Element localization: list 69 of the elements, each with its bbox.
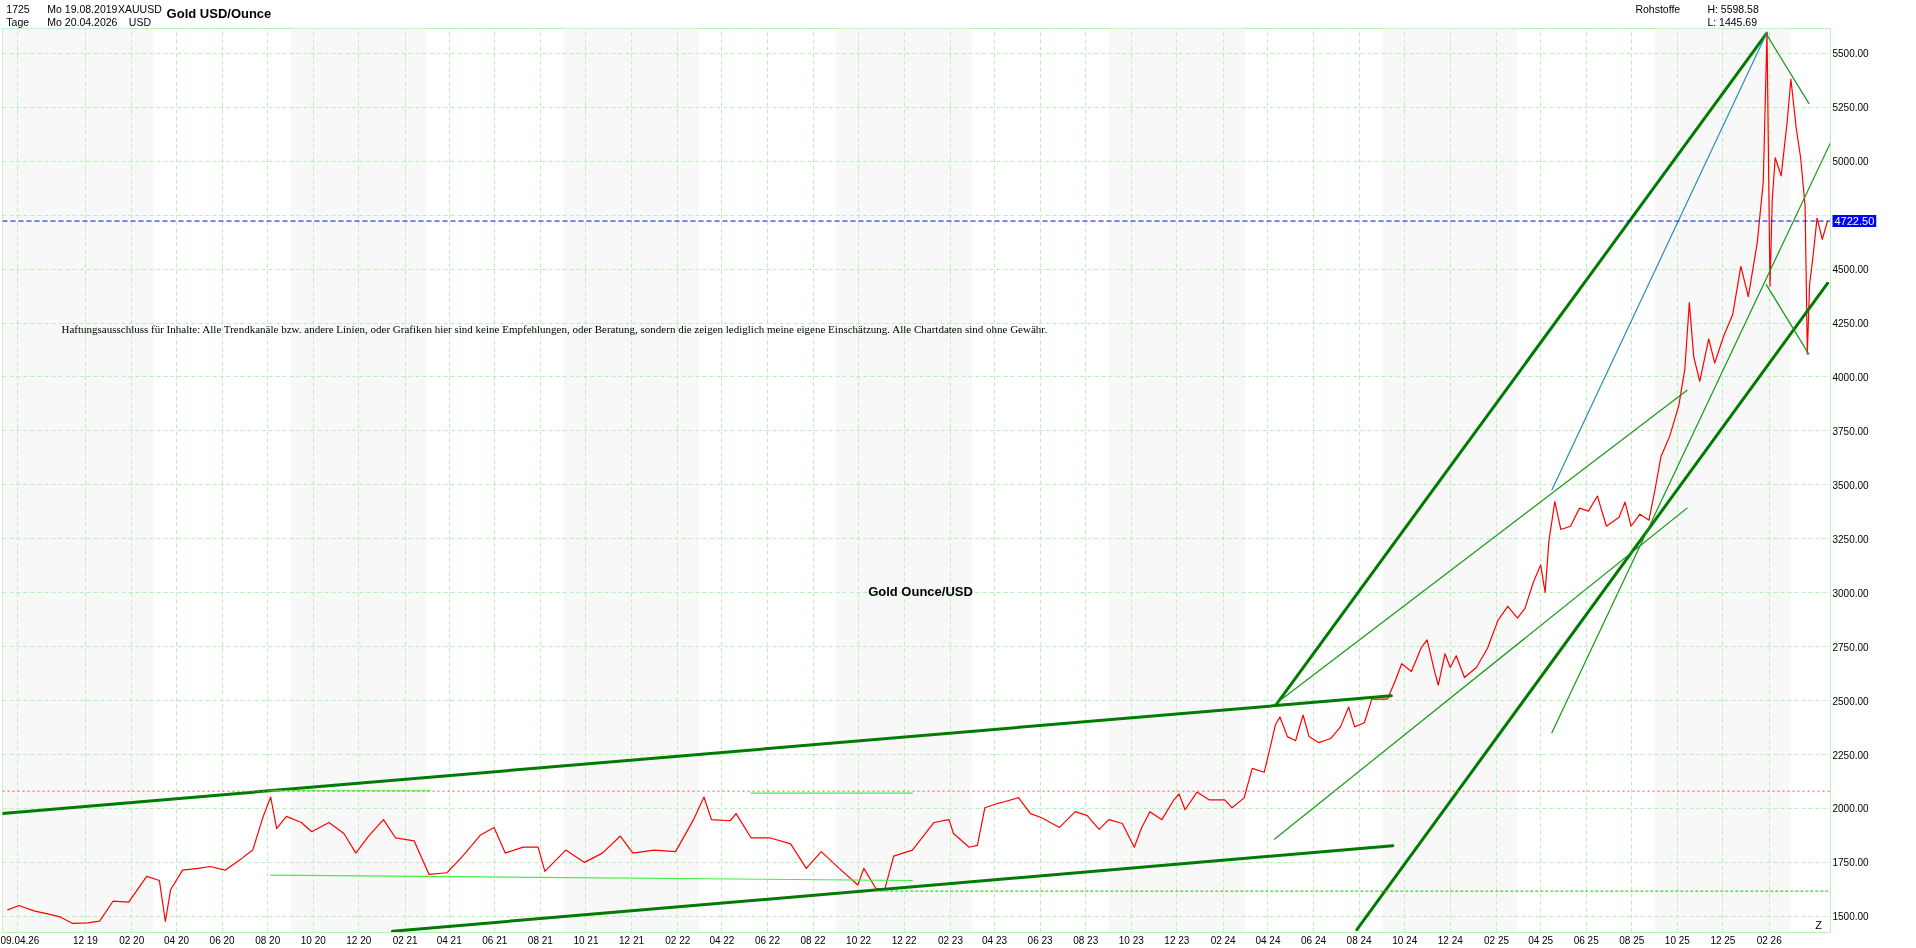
y-tick-label: 3750.00	[1832, 425, 1870, 437]
y-tick-label: 4250.00	[1832, 318, 1870, 329]
x-tick-label: 06 23	[1027, 934, 1054, 946]
x-tick-label: 02 22	[665, 934, 691, 946]
y-tick-label: 4000.00	[1832, 371, 1870, 383]
annotation: Z	[1815, 918, 1823, 931]
x-tick-label: 06 20	[209, 934, 236, 946]
x-tick-label: 02 20	[119, 934, 145, 946]
annotation: Haftungsausschluss für Inhalte: Alle Trendkanäle bzw. andere Linien, oder Grafiken hier sind keine Empfehlungen, oder Beratung, sondern die zeigen lediglich meine eigene Einschätzung. Alle Chartdaten sind ohne Gewähr.	[61, 322, 1048, 335]
x-tick-label: 10 21	[573, 934, 599, 946]
ref-line-label: 4722.50	[1834, 215, 1875, 228]
y-tick-label: 2000.00	[1832, 803, 1870, 815]
annotation: Gold Ounce/USD	[868, 584, 973, 599]
text: Mo 19.08.2019	[47, 2, 118, 15]
y-tick-label: 3500.00	[1832, 479, 1870, 491]
x-tick-label: 04 25	[1528, 934, 1554, 946]
x-tick-label: 02 23	[937, 934, 964, 946]
y-tick-label: 1750.00	[1832, 857, 1870, 869]
x-tick-label: 12 19	[72, 934, 99, 946]
x-tick-label: 10 24	[1392, 934, 1418, 946]
x-tick-label: 08 22	[800, 934, 826, 946]
text: L: 1445.69	[1707, 15, 1758, 28]
x-tick-label: 06 24	[1301, 934, 1327, 946]
x-tick-label: 02 24	[1210, 934, 1237, 946]
text: Rohstoffe	[1635, 2, 1681, 15]
x-tick-label: 02 21	[392, 934, 419, 946]
x-tick-label: 02 25	[1484, 934, 1510, 946]
y-tick-label: 5250.00	[1832, 102, 1870, 114]
x-tick-label: 12 23	[1164, 934, 1190, 946]
x-tick-label: 10 20	[300, 934, 327, 946]
text: Tage	[6, 15, 30, 28]
x-tick-label: 04 21	[436, 934, 463, 946]
y-tick-label: 4500.00	[1832, 264, 1870, 276]
x-tick-label: 02 26	[1756, 934, 1783, 946]
x-tick-label: 08 21	[527, 934, 554, 946]
y-tick-label: 2250.00	[1832, 749, 1870, 761]
y-tick-label: 1500.00	[1832, 911, 1870, 923]
y-tick-label: 5500.00	[1832, 48, 1870, 60]
x-tick-label: 10 25	[1664, 934, 1691, 946]
x-tick-label: 10 23	[1118, 934, 1145, 946]
x-tick-label: 04 24	[1255, 934, 1281, 946]
text: 1725	[6, 2, 30, 15]
x-tick-label: 06 21	[482, 934, 508, 946]
x-tick-label: 12 25	[1710, 934, 1736, 946]
text: XAUUSD	[118, 2, 163, 15]
x-tick-label: 04 23	[982, 934, 1008, 946]
x-tick-label: 08 25	[1619, 934, 1645, 946]
x-tick-label: 08 24	[1346, 934, 1373, 946]
x-tick-label: 12 24	[1437, 934, 1464, 946]
y-tick-label: 2500.00	[1832, 695, 1870, 707]
y-tick-label: 3000.00	[1832, 587, 1870, 599]
x-tick-label: 04 20	[164, 934, 190, 946]
text: H: 5598.58	[1707, 2, 1759, 15]
x-tick-label: 12 22	[891, 934, 918, 946]
text: Mo 20.04.2026	[47, 15, 118, 28]
x-tick-label: 08 20	[255, 934, 281, 946]
chart-title: Gold USD/Ounce	[166, 6, 272, 21]
y-tick-label: 3250.00	[1832, 533, 1870, 545]
x-tick-label: 06 22	[754, 934, 781, 946]
x-tick-label: 04 22	[709, 934, 735, 946]
x-tick-label: 12 20	[346, 934, 372, 946]
y-tick-label: 5000.00	[1832, 156, 1870, 168]
y-tick-label: 2750.00	[1832, 641, 1870, 653]
x-tick-label: 09.04.26	[0, 934, 40, 946]
x-tick-label: 06 25	[1573, 934, 1600, 946]
x-tick-label: 10 22	[846, 934, 872, 946]
text: USD	[128, 15, 152, 28]
x-tick-label: 12 21	[618, 934, 645, 946]
x-tick-label: 08 23	[1073, 934, 1099, 946]
